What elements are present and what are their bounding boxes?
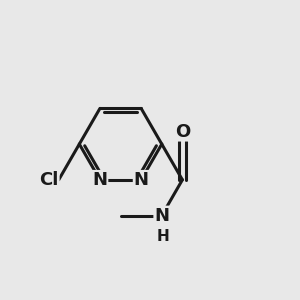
Text: N: N	[134, 171, 149, 189]
Text: Cl: Cl	[39, 171, 59, 189]
Text: H: H	[157, 229, 169, 244]
Text: N: N	[92, 171, 107, 189]
Text: O: O	[175, 123, 190, 141]
Text: N: N	[154, 206, 169, 224]
